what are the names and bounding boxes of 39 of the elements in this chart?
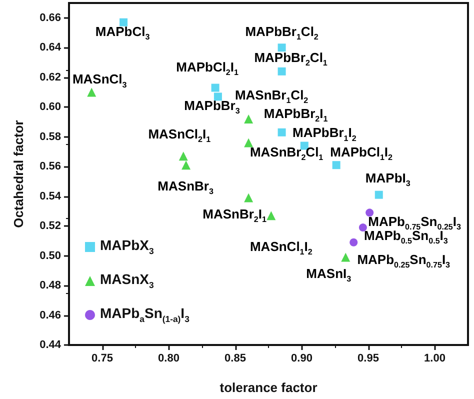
- point: [244, 193, 254, 202]
- point: [244, 114, 254, 124]
- x-tick-label: 0.95: [358, 352, 379, 364]
- point: [278, 67, 286, 76]
- x-tick-label: 0.85: [224, 352, 246, 364]
- point: [366, 208, 374, 217]
- y-tick-label: 0.54: [40, 190, 62, 202]
- point: [358, 224, 367, 232]
- x-tick-label: 0.75: [92, 352, 113, 364]
- x-tick-label: 1.00: [424, 352, 446, 364]
- point: [332, 161, 340, 170]
- point: [350, 238, 358, 246]
- point: [278, 44, 286, 52]
- point: [278, 128, 286, 136]
- y-tick-label: 0.52: [40, 220, 61, 232]
- y-tick-label: 0.66: [40, 12, 61, 24]
- point: [87, 88, 96, 97]
- y-tick-label: 0.62: [40, 71, 61, 84]
- point: [266, 211, 276, 220]
- point: [178, 152, 188, 161]
- point: [211, 84, 220, 92]
- x-axis-title: tolerance factor: [220, 380, 318, 395]
- point: [374, 190, 383, 199]
- y-tick-label: 0.60: [40, 101, 61, 114]
- y-tick-label: 0.56: [40, 160, 61, 173]
- y-tick-label: 0.50: [40, 250, 61, 262]
- y-tick-label: 0.58: [40, 130, 61, 143]
- y-tick-label: 0.64: [40, 42, 62, 54]
- y-tick-label: 0.46: [40, 309, 61, 322]
- point: [182, 160, 191, 170]
- point: [341, 252, 350, 262]
- x-tick-label: 0.80: [158, 352, 180, 364]
- point: [120, 18, 128, 26]
- x-tick-label: 0.90: [291, 352, 312, 364]
- y-tick-label: 0.44: [40, 339, 62, 351]
- point: [214, 92, 222, 101]
- y-tick-label: 0.48: [40, 280, 61, 292]
- y-axis-title: Octahedral factor: [11, 120, 26, 228]
- point: [244, 138, 254, 148]
